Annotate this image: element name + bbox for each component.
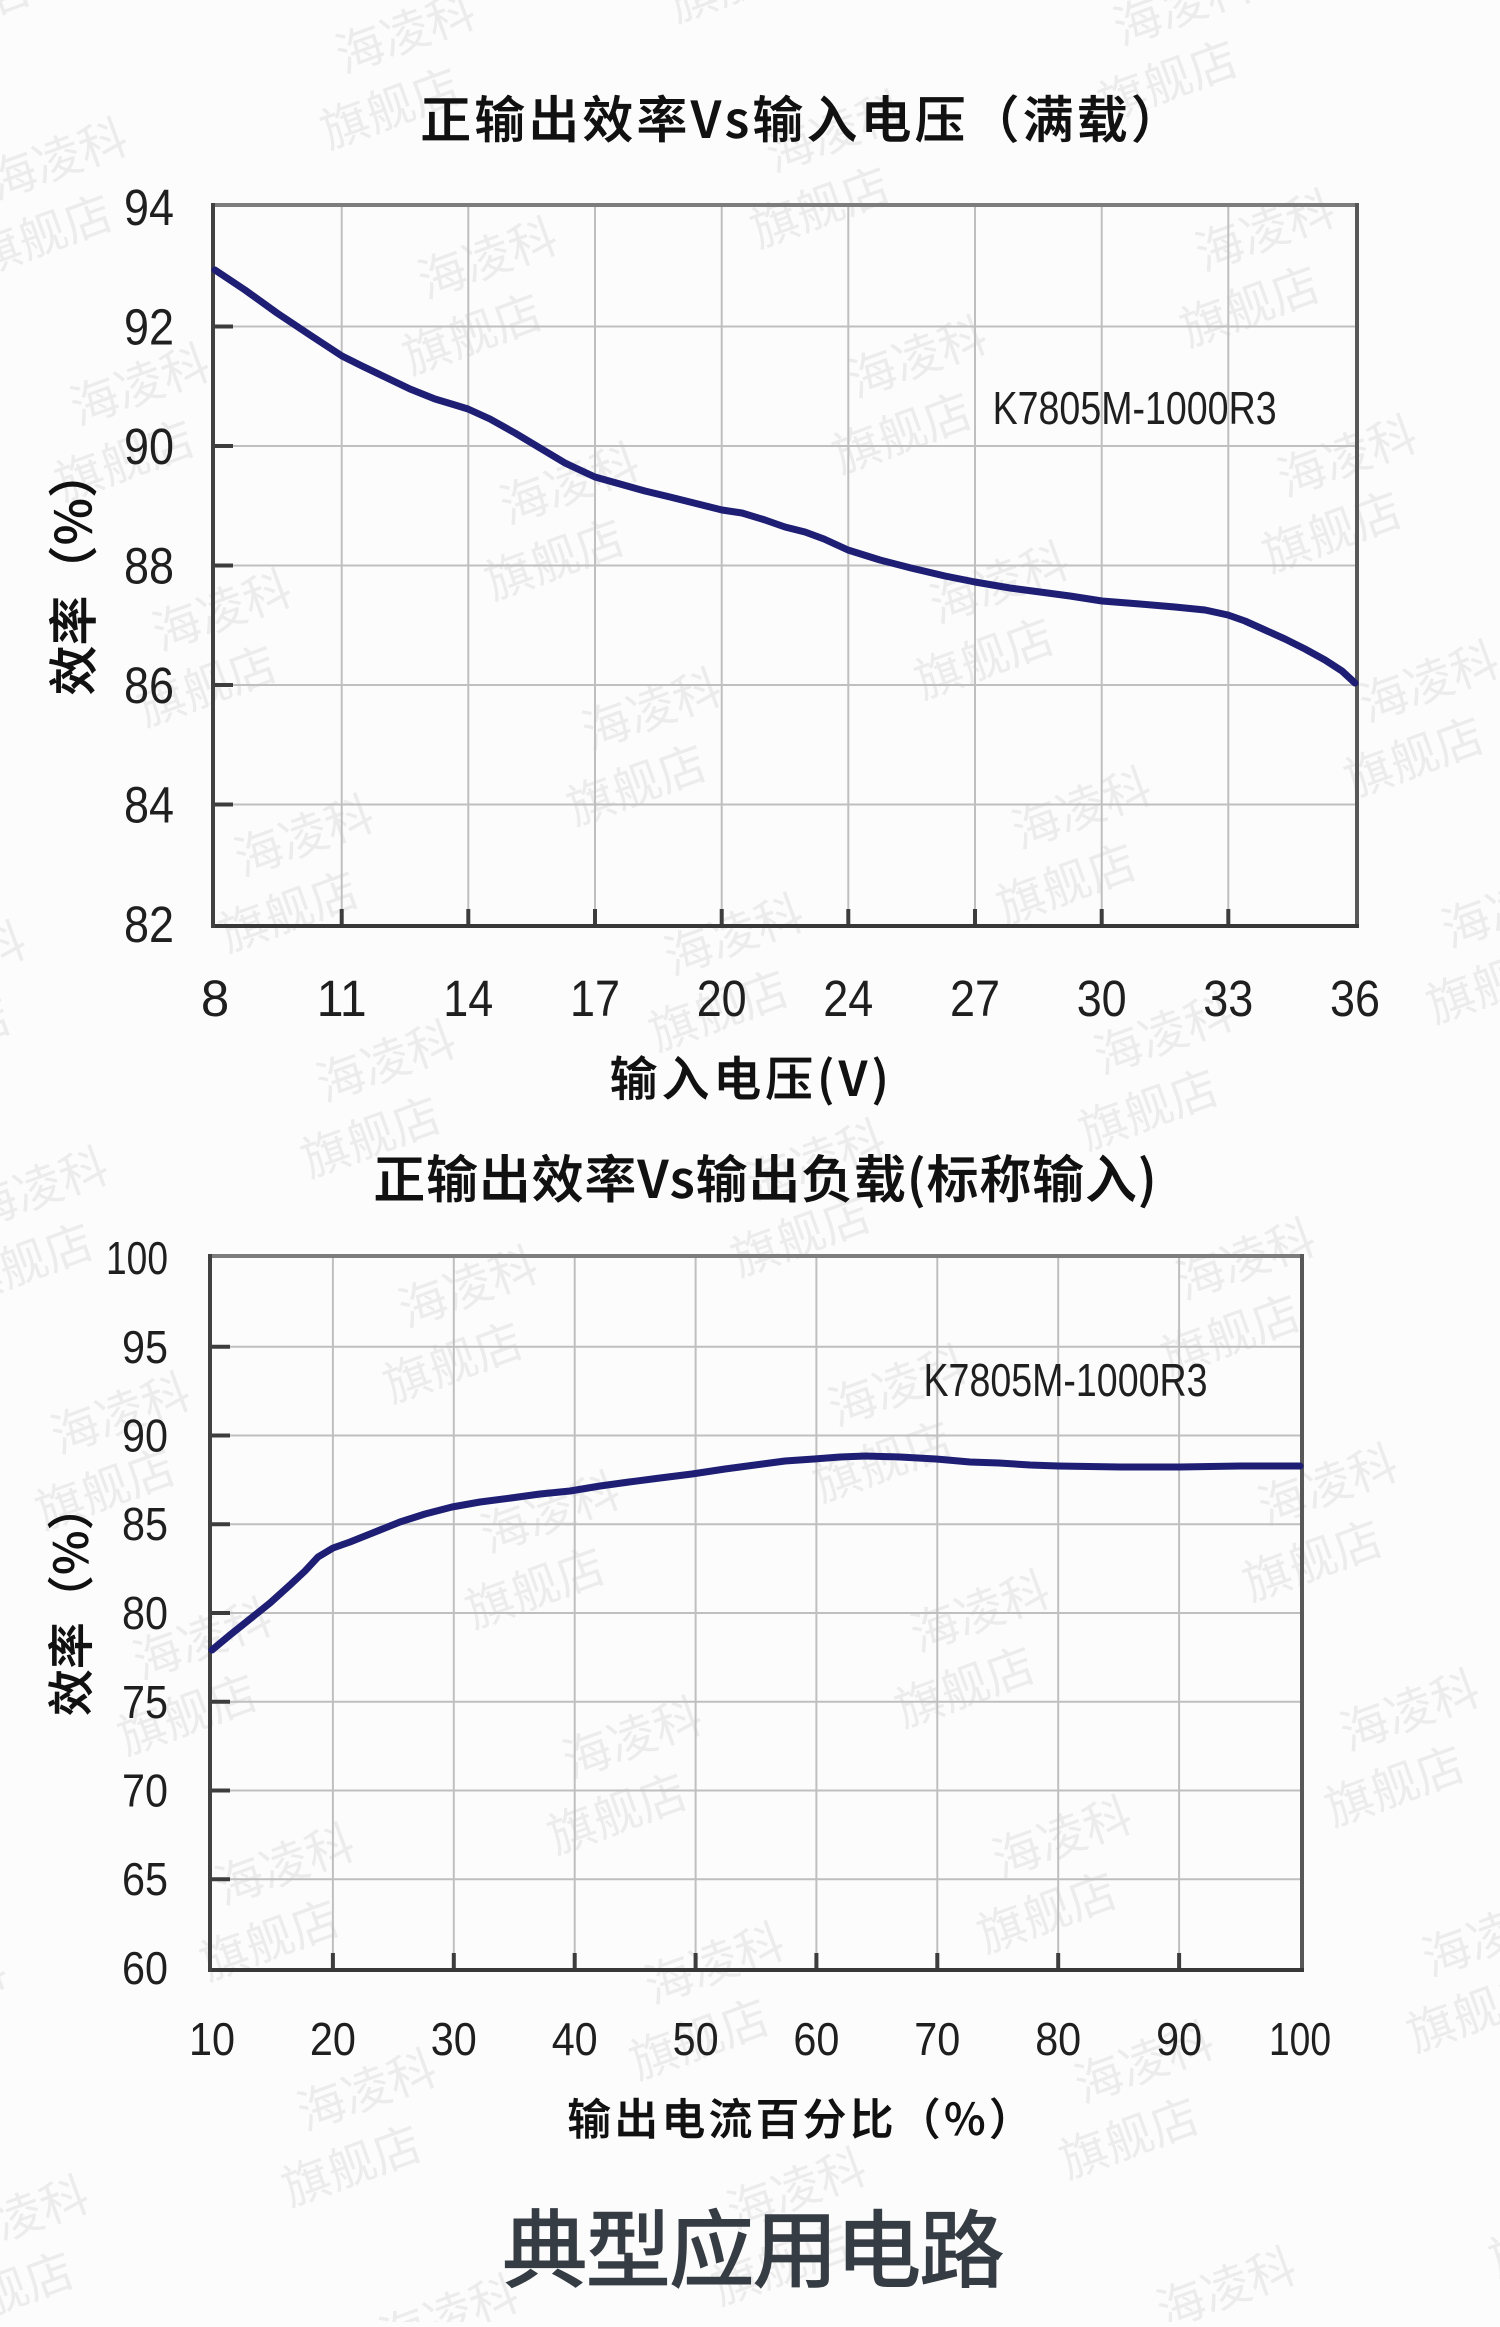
svg-text:20: 20 bbox=[310, 2013, 356, 2065]
svg-text:84: 84 bbox=[124, 777, 174, 834]
svg-text:92: 92 bbox=[124, 299, 174, 356]
svg-text:75: 75 bbox=[122, 1676, 168, 1728]
svg-text:17: 17 bbox=[570, 970, 620, 1027]
svg-text:90: 90 bbox=[1156, 2013, 1202, 2065]
svg-text:30: 30 bbox=[1077, 970, 1127, 1027]
svg-text:27: 27 bbox=[950, 970, 1000, 1027]
svg-text:40: 40 bbox=[552, 2013, 598, 2065]
svg-text:65: 65 bbox=[122, 1853, 168, 1905]
svg-text:88: 88 bbox=[124, 538, 174, 595]
svg-text:K7805M-1000R3: K7805M-1000R3 bbox=[993, 382, 1277, 434]
svg-text:94: 94 bbox=[124, 179, 174, 236]
svg-text:60: 60 bbox=[793, 2013, 839, 2065]
svg-text:33: 33 bbox=[1203, 970, 1253, 1027]
svg-text:95: 95 bbox=[122, 1321, 168, 1373]
svg-text:82: 82 bbox=[124, 896, 174, 953]
svg-text:30: 30 bbox=[431, 2013, 477, 2065]
svg-text:24: 24 bbox=[823, 970, 873, 1027]
svg-text:8: 8 bbox=[201, 970, 229, 1027]
svg-text:100: 100 bbox=[106, 1232, 168, 1284]
svg-text:60: 60 bbox=[122, 1942, 168, 1994]
svg-text:80: 80 bbox=[1035, 2013, 1081, 2065]
svg-text:90: 90 bbox=[124, 418, 174, 475]
svg-text:70: 70 bbox=[122, 1765, 168, 1817]
svg-text:10: 10 bbox=[189, 2013, 235, 2065]
svg-text:85: 85 bbox=[122, 1498, 168, 1550]
svg-text:11: 11 bbox=[317, 970, 367, 1027]
svg-text:86: 86 bbox=[124, 657, 174, 714]
svg-text:80: 80 bbox=[122, 1587, 168, 1639]
svg-text:50: 50 bbox=[673, 2013, 719, 2065]
svg-text:70: 70 bbox=[914, 2013, 960, 2065]
svg-text:100: 100 bbox=[1269, 2013, 1331, 2065]
svg-text:90: 90 bbox=[122, 1410, 168, 1462]
svg-text:20: 20 bbox=[697, 970, 747, 1027]
svg-text:K7805M-1000R3: K7805M-1000R3 bbox=[924, 1354, 1208, 1406]
svg-text:36: 36 bbox=[1330, 970, 1380, 1027]
svg-text:14: 14 bbox=[443, 970, 493, 1027]
